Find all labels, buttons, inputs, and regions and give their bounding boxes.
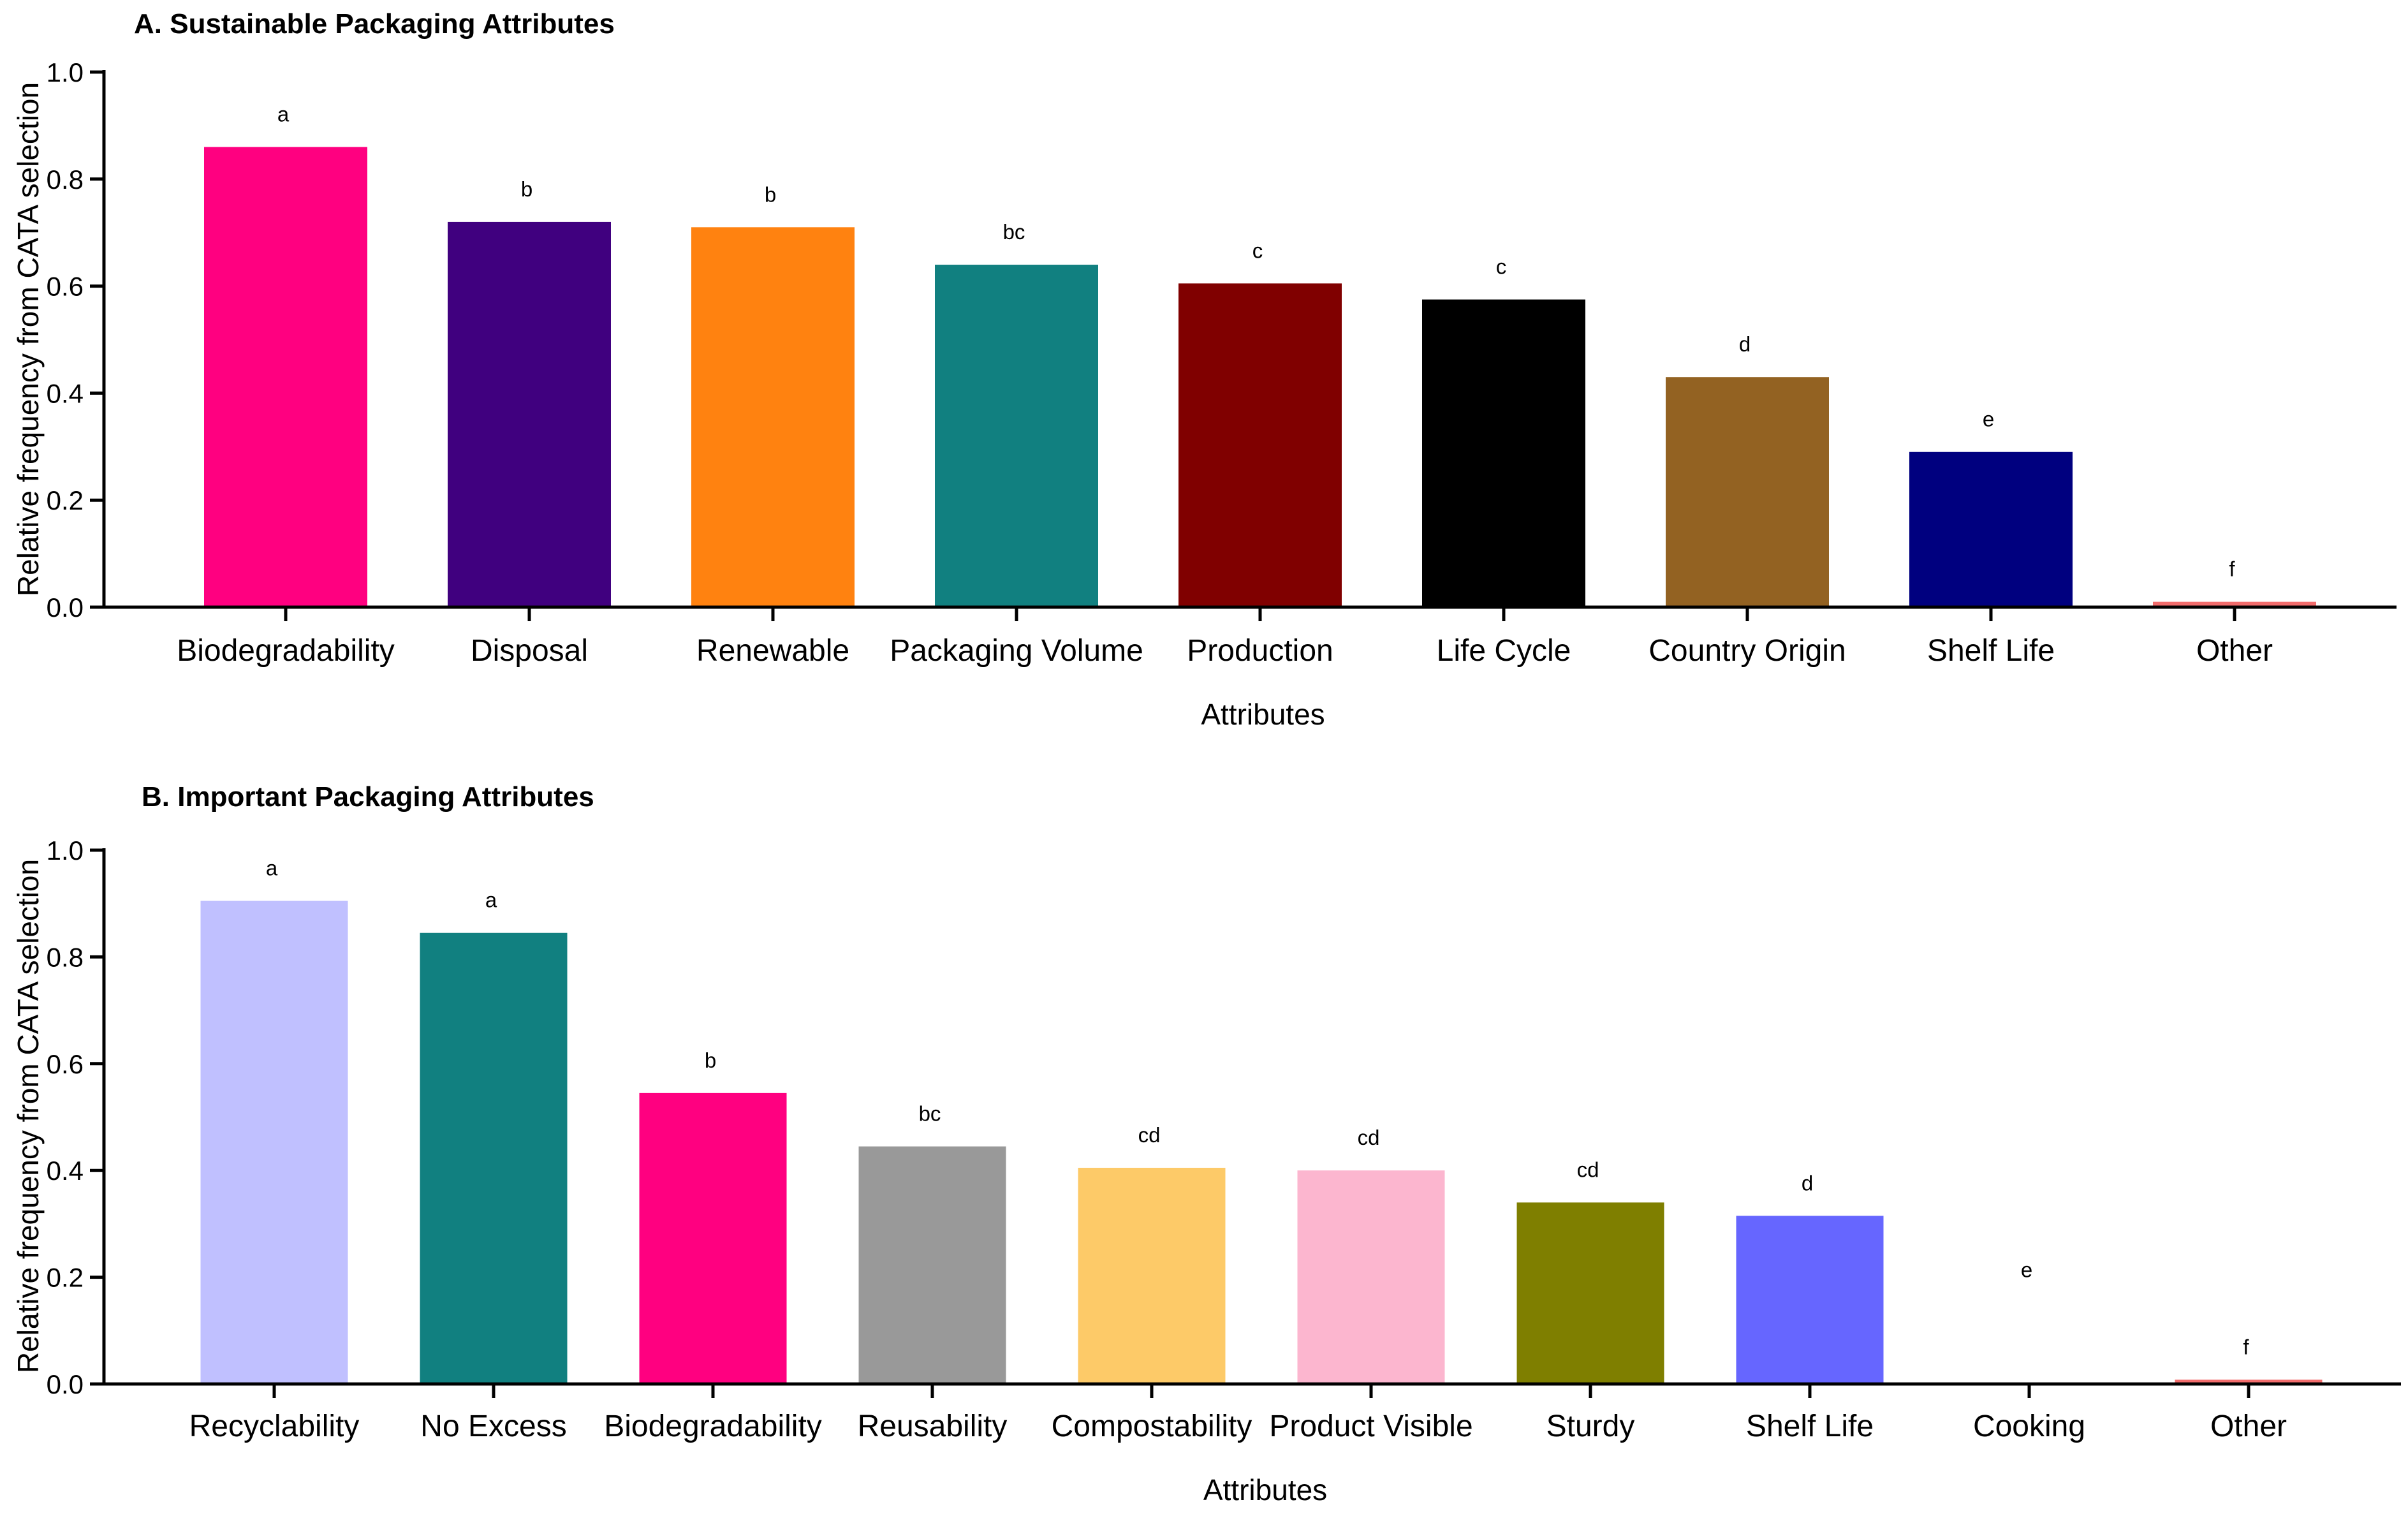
bar: [420, 932, 568, 1384]
x-tick-label: No Excess: [420, 1409, 566, 1443]
x-tick-label: Biodegradability: [604, 1409, 822, 1443]
significance-letter: a: [485, 888, 497, 912]
x-axis-label: Attributes: [1201, 698, 1325, 731]
significance-letter: f: [2243, 1335, 2249, 1358]
significance-letter: b: [705, 1049, 716, 1072]
bar: [691, 227, 855, 607]
significance-letter: a: [266, 857, 278, 880]
bar: [2175, 1380, 2323, 1384]
y-tick-label: 0.0: [47, 1369, 84, 1399]
significance-letter: b: [521, 177, 532, 201]
significance-letter: cd: [1138, 1123, 1161, 1147]
y-tick-label: 1.0: [47, 57, 84, 87]
bar: [1297, 1170, 1445, 1384]
x-tick-label: Sturdy: [1546, 1409, 1635, 1443]
x-tick-label: Disposal: [471, 634, 588, 668]
significance-letter: f: [2229, 557, 2235, 581]
x-tick-label: Production: [1187, 634, 1333, 668]
significance-letter: a: [277, 102, 290, 126]
significance-letter: cd: [1358, 1126, 1380, 1149]
x-tick-label: Country Origin: [1648, 634, 1846, 668]
y-axis-label: Relative frequency from CATA selection: [11, 82, 45, 596]
bar: [200, 901, 348, 1384]
y-tick-label: 0.2: [47, 485, 84, 515]
x-tick-label: Shelf Life: [1927, 634, 2055, 668]
y-tick-label: 0.8: [47, 165, 84, 195]
bar: [1422, 299, 1585, 607]
y-tick-label: 0.6: [47, 1049, 84, 1079]
x-tick-label: Shelf Life: [1746, 1409, 1874, 1443]
significance-letter: bc: [1003, 220, 1025, 244]
bar: [1666, 377, 1829, 607]
bar: [2153, 601, 2316, 607]
panel-b: B. Important Packaging Attributes Relativ…: [11, 781, 2401, 1506]
significance-letter: e: [1983, 408, 1994, 431]
significance-letter: b: [765, 182, 776, 206]
bar: [1909, 452, 2073, 607]
bar: [935, 265, 1098, 607]
bar: [858, 1146, 1006, 1384]
bar: [204, 147, 367, 607]
x-tick-label: Other: [2196, 634, 2273, 668]
y-tick-label: 1.0: [47, 835, 84, 865]
y-axis-label: Relative frequency from CATA selection: [11, 859, 45, 1373]
chart-title: A. Sustainable Packaging Attributes: [134, 8, 615, 40]
bar: [639, 1093, 787, 1384]
significance-letter: e: [2021, 1258, 2032, 1282]
x-tick-label: Biodegradability: [177, 634, 395, 668]
bar: [1736, 1216, 1884, 1384]
x-axis-label: Attributes: [1203, 1473, 1327, 1506]
x-tick-label: Recyclability: [189, 1409, 360, 1443]
y-tick-label: 0.0: [47, 592, 84, 622]
x-tick-label: Other: [2210, 1409, 2287, 1443]
x-tick-label: Product Visible: [1269, 1409, 1472, 1443]
y-tick-label: 0.4: [47, 1156, 84, 1186]
significance-letter: d: [1739, 332, 1751, 356]
x-tick-label: Renewable: [696, 634, 849, 668]
significance-letter: c: [1496, 255, 1507, 279]
x-tick-label: Life Cycle: [1437, 634, 1571, 668]
y-tick-label: 0.8: [47, 942, 84, 972]
significance-letter: bc: [919, 1102, 941, 1126]
significance-letter: cd: [1577, 1158, 1599, 1181]
x-tick-label: Cooking: [1973, 1409, 2085, 1443]
chart-title: B. Important Packaging Attributes: [142, 781, 594, 813]
x-tick-label: Compostability: [1052, 1409, 1252, 1443]
y-tick-label: 0.6: [47, 272, 84, 302]
bar: [1178, 283, 1342, 607]
bar: [1516, 1202, 1664, 1384]
y-tick-label: 0.4: [47, 378, 84, 408]
significance-letter: c: [1252, 239, 1263, 262]
bar: [1078, 1168, 1226, 1384]
x-tick-label: Packaging Volume: [890, 634, 1143, 668]
bar: [448, 221, 611, 607]
y-tick-label: 0.2: [47, 1263, 84, 1293]
significance-letter: d: [1802, 1171, 1813, 1195]
x-tick-label: Reusability: [858, 1409, 1008, 1443]
panel-a: A. Sustainable Packaging Attributes Relat…: [11, 8, 2397, 731]
